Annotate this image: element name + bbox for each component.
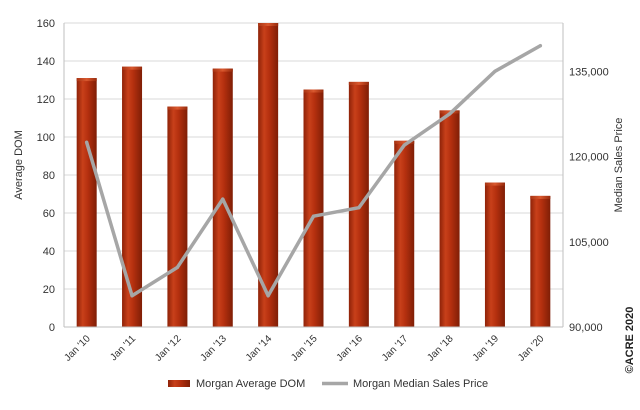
bar-cap: [348, 81, 369, 85]
y-axis-label: Average DOM: [13, 130, 25, 200]
y2-axis-label: Median Sales Price: [613, 118, 625, 213]
credit-text: ©ACRE 2020: [624, 307, 636, 374]
x-tick-label: Jan '11: [108, 333, 138, 363]
price-point: [402, 143, 406, 147]
legend-swatch-dom: [168, 380, 190, 387]
bar: [258, 23, 279, 327]
price-point: [311, 214, 316, 218]
y2-tick-label: 120,000: [569, 152, 609, 164]
bar: [530, 195, 551, 327]
y2-tick-label: 90,000: [569, 322, 603, 334]
bar: [76, 78, 97, 327]
bar: [303, 89, 324, 327]
price-point: [493, 69, 497, 73]
x-tick-label: Jan '10: [62, 333, 93, 364]
bar: [348, 81, 369, 328]
x-tick-label: Jan '18: [425, 333, 456, 364]
price-point: [85, 140, 89, 144]
bar-cap: [258, 23, 279, 26]
price-point: [357, 206, 361, 210]
bar: [394, 140, 415, 327]
bar: [439, 110, 460, 328]
y-tick-label: 120: [37, 94, 55, 106]
y-tick-label: 100: [37, 132, 55, 144]
y2-tick-label: 105,000: [569, 237, 609, 249]
legend-label-dom: Morgan Average DOM: [196, 378, 305, 390]
x-tick-label: Jan '19: [471, 333, 502, 364]
bar-series: [76, 23, 551, 328]
bar: [122, 66, 143, 327]
y2-tick-label: 135,000: [569, 66, 609, 78]
price-point: [447, 112, 452, 116]
bar-cap: [484, 182, 505, 186]
bar-cap: [394, 140, 415, 144]
bar-cap: [122, 66, 143, 70]
price-point: [266, 294, 270, 298]
y-tick-label: 20: [43, 284, 55, 296]
bar: [484, 182, 505, 327]
price-point: [130, 294, 134, 298]
x-tick-label: Jan '14: [244, 333, 275, 364]
x-tick-label: Jan '20: [516, 333, 547, 364]
price-point: [221, 197, 225, 201]
bar-cap: [303, 89, 324, 93]
bar: [167, 106, 188, 327]
x-tick-label: Jan '16: [335, 333, 366, 364]
bar-cap: [530, 195, 551, 199]
x-tick-label: Jan '13: [199, 333, 230, 364]
y-tick-label: 140: [37, 56, 55, 68]
legend: Morgan Average DOM Morgan Median Sales P…: [168, 378, 488, 390]
legend-label-price: Morgan Median Sales Price: [353, 378, 488, 390]
bar-cap: [76, 78, 97, 82]
x-tick-label: Jan '15: [289, 333, 320, 364]
line-series: [84, 43, 543, 298]
x-tick-label: Jan '12: [153, 333, 184, 364]
y-tick-label: 0: [49, 322, 55, 334]
y-tick-label: 40: [43, 246, 55, 258]
y-tick-label: 80: [43, 170, 55, 182]
y-tick-label: 160: [37, 18, 55, 30]
y-tick-label: 60: [43, 208, 55, 220]
bar-cap: [167, 106, 188, 110]
price-point: [175, 265, 180, 269]
bar-cap: [212, 68, 233, 72]
x-tick-label: Jan '17: [380, 333, 411, 364]
price-point: [538, 44, 542, 48]
